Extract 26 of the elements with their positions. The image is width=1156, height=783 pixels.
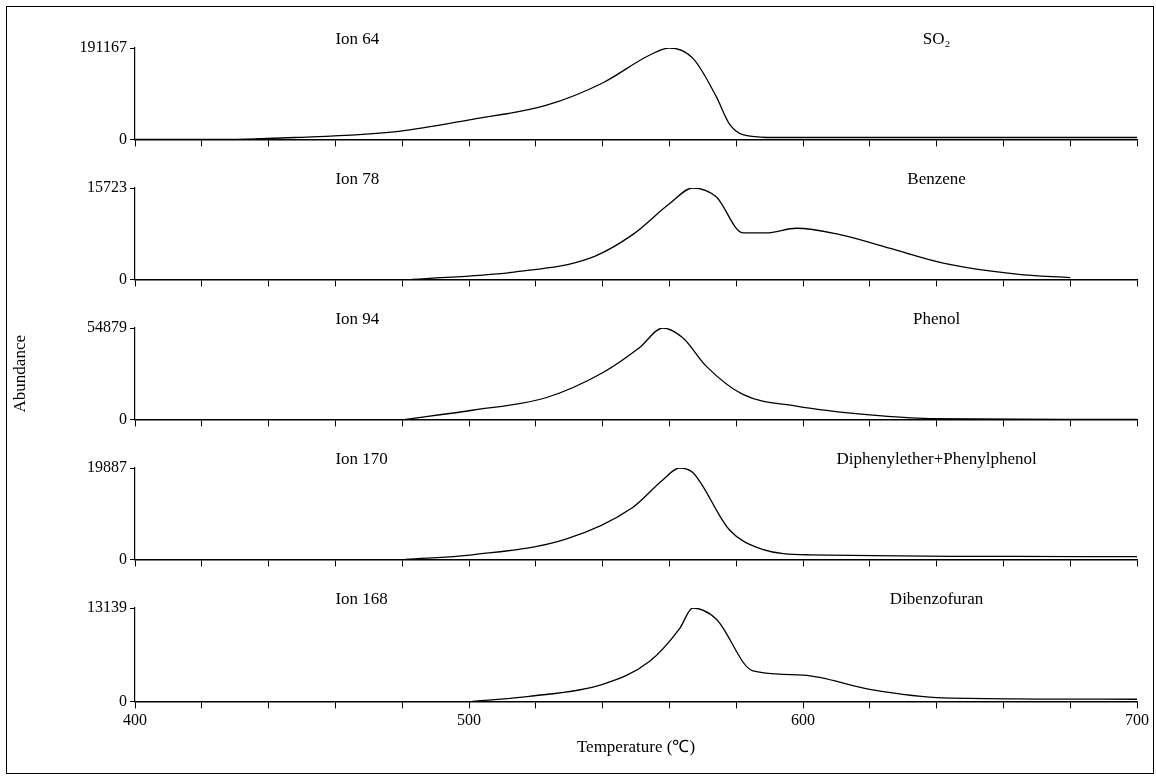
y-tick-label: 54879 xyxy=(87,318,127,336)
x-axis-title: Temperature (℃) xyxy=(576,737,696,757)
x-tick-label: 500 xyxy=(457,711,481,729)
y-tick-label: 15723 xyxy=(87,178,127,196)
y-tick-label: 0 xyxy=(119,691,127,709)
y-axis-title: Abundance xyxy=(9,334,29,413)
y-tick-label: 19887 xyxy=(87,458,127,476)
y-tick-label: 191167 xyxy=(79,38,127,56)
y-tick-label: 0 xyxy=(119,269,127,287)
text: Phenol xyxy=(912,309,961,328)
x-tick-label: 400 xyxy=(123,711,147,729)
text: SO₂ xyxy=(922,29,951,48)
chart-title: Ion 78 xyxy=(335,169,380,188)
y-tick-label: 0 xyxy=(119,549,127,567)
y-tick-label: 13139 xyxy=(87,598,127,616)
y-tick-label: 0 xyxy=(119,129,127,147)
text: Dibenzofuran xyxy=(889,589,984,608)
chart-title: Ion 94 xyxy=(335,309,380,328)
x-tick-label: 600 xyxy=(791,711,815,729)
y-tick-label: 0 xyxy=(119,409,127,427)
chart-title: Ion 168 xyxy=(335,589,388,608)
text: Diphenylether+Phenylphenol xyxy=(836,449,1038,468)
chart-title: Ion 170 xyxy=(335,449,388,468)
text: Benzene xyxy=(907,169,966,188)
x-tick-label: 700 xyxy=(1125,711,1149,729)
chart-title: Ion 64 xyxy=(335,29,380,48)
